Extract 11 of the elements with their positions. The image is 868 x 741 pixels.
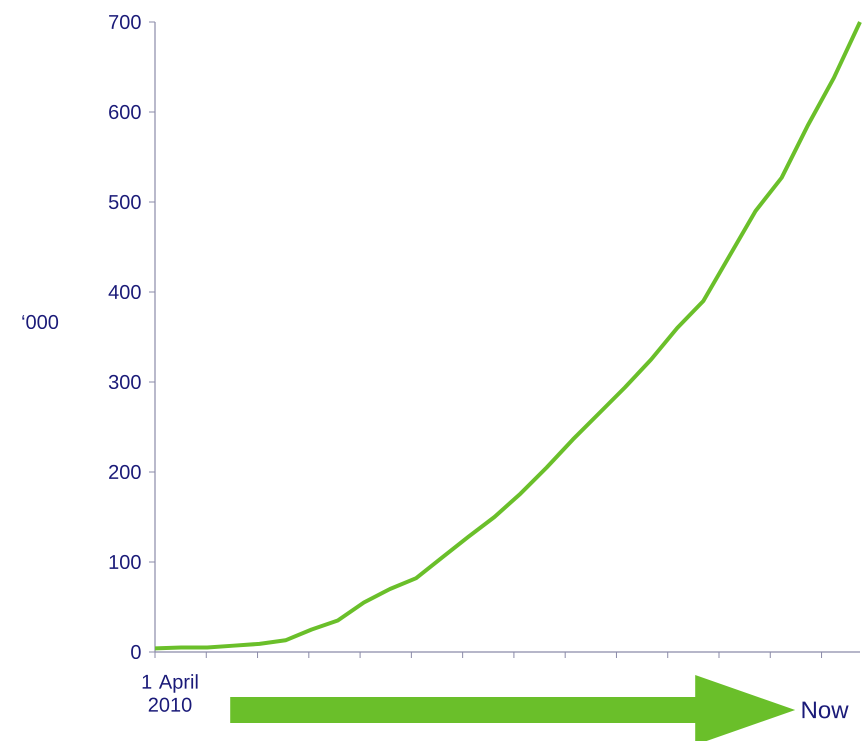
y-tick-label: 400 [108, 284, 141, 300]
text: 1 April 2010 [142, 674, 198, 712]
y-axis-title: ‘000 [22, 314, 58, 330]
y-tick-label: 0 [131, 644, 141, 660]
y-tick-label: 100 [110, 554, 141, 570]
y-tick-label: 700 [109, 14, 141, 30]
y-tick-label: 500 [108, 194, 141, 210]
y-tick-label: 200 [109, 464, 141, 480]
text: Now [802, 702, 849, 718]
y-tick-label: 300 [108, 374, 141, 390]
y-tick-label: 600 [109, 104, 141, 120]
